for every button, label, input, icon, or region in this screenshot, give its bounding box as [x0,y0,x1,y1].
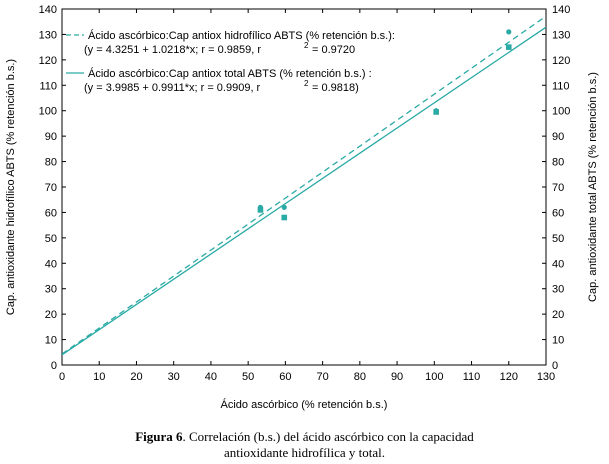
y-tick-label-left: 50 [45,233,57,245]
r-squared-superscript: 2 [304,79,309,88]
y-tick-label-right: 10 [552,335,564,347]
y-tick-label-right: 70 [552,182,564,194]
x-tick-label: 50 [242,371,254,383]
y-tick-label-left: 30 [45,284,57,296]
data-point-hydrophilic [506,29,512,35]
y-tick-label-right: 110 [552,80,570,92]
y-tick-label-left: 90 [45,131,57,143]
legend-equation-total: (y = 3.9985 + 0.9911*x; r = 0.9909, r [84,82,261,94]
legend-r2-hydrophilic: = 0.9720 [312,44,355,56]
y-tick-label-left: 20 [45,309,57,321]
data-point-total [433,109,439,115]
y-tick-label-left: 120 [39,55,57,67]
legend-label-total: Ácido ascórbico:Cap antiox total ABTS (%… [88,67,372,80]
y-tick-label-left: 70 [45,182,57,194]
legend-label-hydrophilic: Ácido ascórbico:Cap antiox hidrofílico A… [88,29,395,42]
y-tick-label-right: 40 [552,258,564,270]
x-tick-label: 80 [354,371,366,383]
y-tick-label-right: 100 [552,106,570,118]
data-point-total [257,207,264,213]
y-tick-label-right: 50 [552,233,564,245]
y-tick-label-left: 100 [39,106,57,118]
r-squared-superscript: 2 [304,41,309,50]
y-tick-label-right: 130 [552,29,570,41]
x-tick-label: 130 [537,371,555,383]
y-tick-label-left: 60 [45,207,57,219]
y-axis-title-right: Cap. antioxidante total ABTS (% retenció… [587,72,599,302]
caption-line-1: . Correlación (b.s.) del ácido ascórbico… [182,429,474,444]
x-axis-title: Ácido ascórbico (% retención b.s.) [221,398,388,411]
data-point-hydrophilic [281,204,287,210]
y-tick-label-right: 80 [552,157,564,169]
y-tick-label-left: 110 [39,80,57,92]
y-tick-label-right: 20 [552,309,564,321]
y-tick-label-left: 140 [39,4,57,16]
plot-area [61,8,547,366]
y-tick-label-right: 90 [552,131,564,143]
x-tick-label: 0 [59,371,65,383]
y-tick-label-left: 40 [45,258,57,270]
data-point-total [281,214,288,221]
x-tick-label: 100 [425,371,443,383]
x-tick-label: 70 [316,371,328,383]
y-tick-label-right: 60 [552,207,564,219]
y-tick-label-left: 10 [45,335,57,347]
y-tick-label-right: 0 [552,360,558,372]
x-tick-label: 120 [500,371,518,383]
regression-line-hydrophilic [62,15,546,355]
x-tick-label: 90 [391,371,403,383]
caption-line-2: antioxidante hidrofílica y total. [223,445,385,460]
legend-r2-total: = 0.9818) [312,82,359,94]
y-tick-label-left: 80 [45,157,57,169]
x-tick-label: 20 [130,371,142,383]
y-tick-label-right: 140 [552,4,570,16]
legend-equation-hydrophilic: (y = 4.3251 + 1.0218*x; r = 0.9859, r [84,44,261,56]
x-tick-label: 10 [93,371,105,383]
data-point-total [505,44,512,50]
x-tick-label: 110 [463,371,481,383]
y-tick-label-left: 0 [51,360,57,372]
x-tick-label: 40 [205,371,217,383]
x-tick-label: 60 [279,371,291,383]
y-tick-label-right: 30 [552,284,564,296]
regression-line-total [62,26,546,356]
y-tick-label-left: 130 [39,29,57,41]
legend: Ácido ascórbico:Cap antiox hidrofílico A… [66,29,395,94]
y-axis-title-left: Cap. antioxidante hidrofílico ABTS (% re… [5,59,17,315]
y-tick-label-right: 120 [552,55,570,67]
figure-label: Figura 6 [135,429,183,444]
x-tick-label: 30 [168,371,180,383]
figure-caption: Figura 6. Correlación (b.s.) del ácido a… [0,429,609,461]
